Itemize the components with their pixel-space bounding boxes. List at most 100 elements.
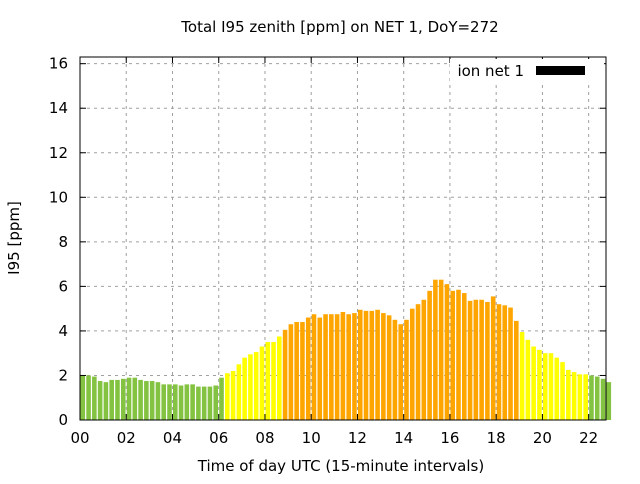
bar [392, 319, 398, 420]
x-tick-label: 10 [302, 429, 321, 447]
bar [537, 349, 542, 420]
bar [288, 324, 294, 420]
bar [519, 332, 525, 420]
bar [438, 279, 444, 420]
bar [149, 381, 155, 420]
bar [172, 384, 178, 420]
legend: ion net 1 [450, 59, 604, 81]
bar [311, 314, 317, 420]
x-tick-label: 00 [70, 429, 89, 447]
chart-title: Total I95 zenith [ppm] on NET 1, DoY=272 [180, 18, 498, 36]
bar [305, 317, 311, 420]
bar [259, 346, 265, 420]
bar [86, 375, 91, 420]
x-tick-label: 02 [117, 429, 136, 447]
y-tick-label: 2 [58, 366, 68, 384]
bar [409, 308, 415, 420]
bar [282, 329, 288, 420]
x-tick-label: 06 [209, 429, 228, 447]
legend-swatch [536, 66, 585, 75]
bar [473, 299, 479, 420]
bar [144, 381, 149, 420]
bar [490, 296, 496, 420]
bar [427, 290, 432, 420]
bar [369, 310, 375, 420]
bar [606, 382, 612, 420]
bar [120, 378, 126, 420]
bar [346, 314, 351, 420]
bar [542, 353, 548, 420]
bar [132, 377, 138, 420]
bar [525, 339, 531, 420]
bar [184, 384, 190, 420]
bar [502, 305, 508, 420]
bar [271, 342, 276, 420]
bar [126, 377, 132, 420]
bar [560, 362, 565, 420]
bar [138, 379, 143, 420]
bar [265, 342, 271, 420]
y-tick-label: 6 [58, 277, 68, 295]
bar [300, 322, 305, 420]
bar [386, 315, 392, 420]
bar [508, 307, 513, 420]
bar [161, 384, 167, 420]
bar [248, 354, 253, 420]
bar [450, 290, 456, 420]
bar [548, 353, 554, 420]
bar [566, 369, 571, 420]
plot-frame [79, 56, 607, 421]
bar [340, 311, 346, 420]
bar [589, 375, 594, 420]
bar [583, 374, 588, 420]
x-axis-label: Time of day UTC (15-minute intervals) [197, 457, 484, 475]
legend-background [450, 59, 604, 81]
bar [554, 357, 560, 420]
bar [242, 357, 247, 420]
bar [600, 378, 606, 420]
bar [381, 313, 386, 420]
bar [109, 379, 114, 420]
x-tick-label: 08 [255, 429, 274, 447]
bar [415, 304, 421, 420]
y-tick-label: 8 [58, 233, 68, 251]
bar [467, 300, 473, 420]
bar [97, 381, 103, 420]
bar [531, 346, 536, 420]
bar [571, 372, 577, 420]
bar [433, 279, 438, 420]
bar [294, 322, 299, 420]
y-tick-label: 16 [49, 55, 68, 73]
bar [485, 301, 490, 420]
bar [363, 310, 369, 420]
y-axis-label: I95 [ppm] [5, 201, 23, 275]
bar [329, 314, 334, 420]
x-tick-label: 12 [348, 429, 367, 447]
bar [213, 385, 219, 420]
y-tick-label: 0 [58, 411, 68, 429]
bar [352, 313, 357, 420]
bars [80, 279, 612, 420]
x-tick-label: 22 [579, 429, 598, 447]
bar [115, 379, 120, 420]
bar [277, 336, 282, 420]
bar [461, 293, 467, 420]
x-tick-label: 18 [487, 429, 506, 447]
bar [196, 386, 201, 420]
bar [334, 314, 340, 420]
bar [398, 324, 403, 420]
bar [479, 299, 484, 420]
bar [236, 364, 242, 420]
bar [317, 317, 323, 420]
bar [323, 314, 328, 420]
bar [178, 385, 184, 420]
legend-label: ion net 1 [457, 62, 524, 80]
x-tick-label: 04 [163, 429, 182, 447]
y-tick-label: 10 [49, 188, 68, 206]
bar [577, 374, 583, 420]
bar [219, 377, 224, 420]
bar [496, 304, 502, 420]
y-tick-label: 12 [49, 144, 68, 162]
